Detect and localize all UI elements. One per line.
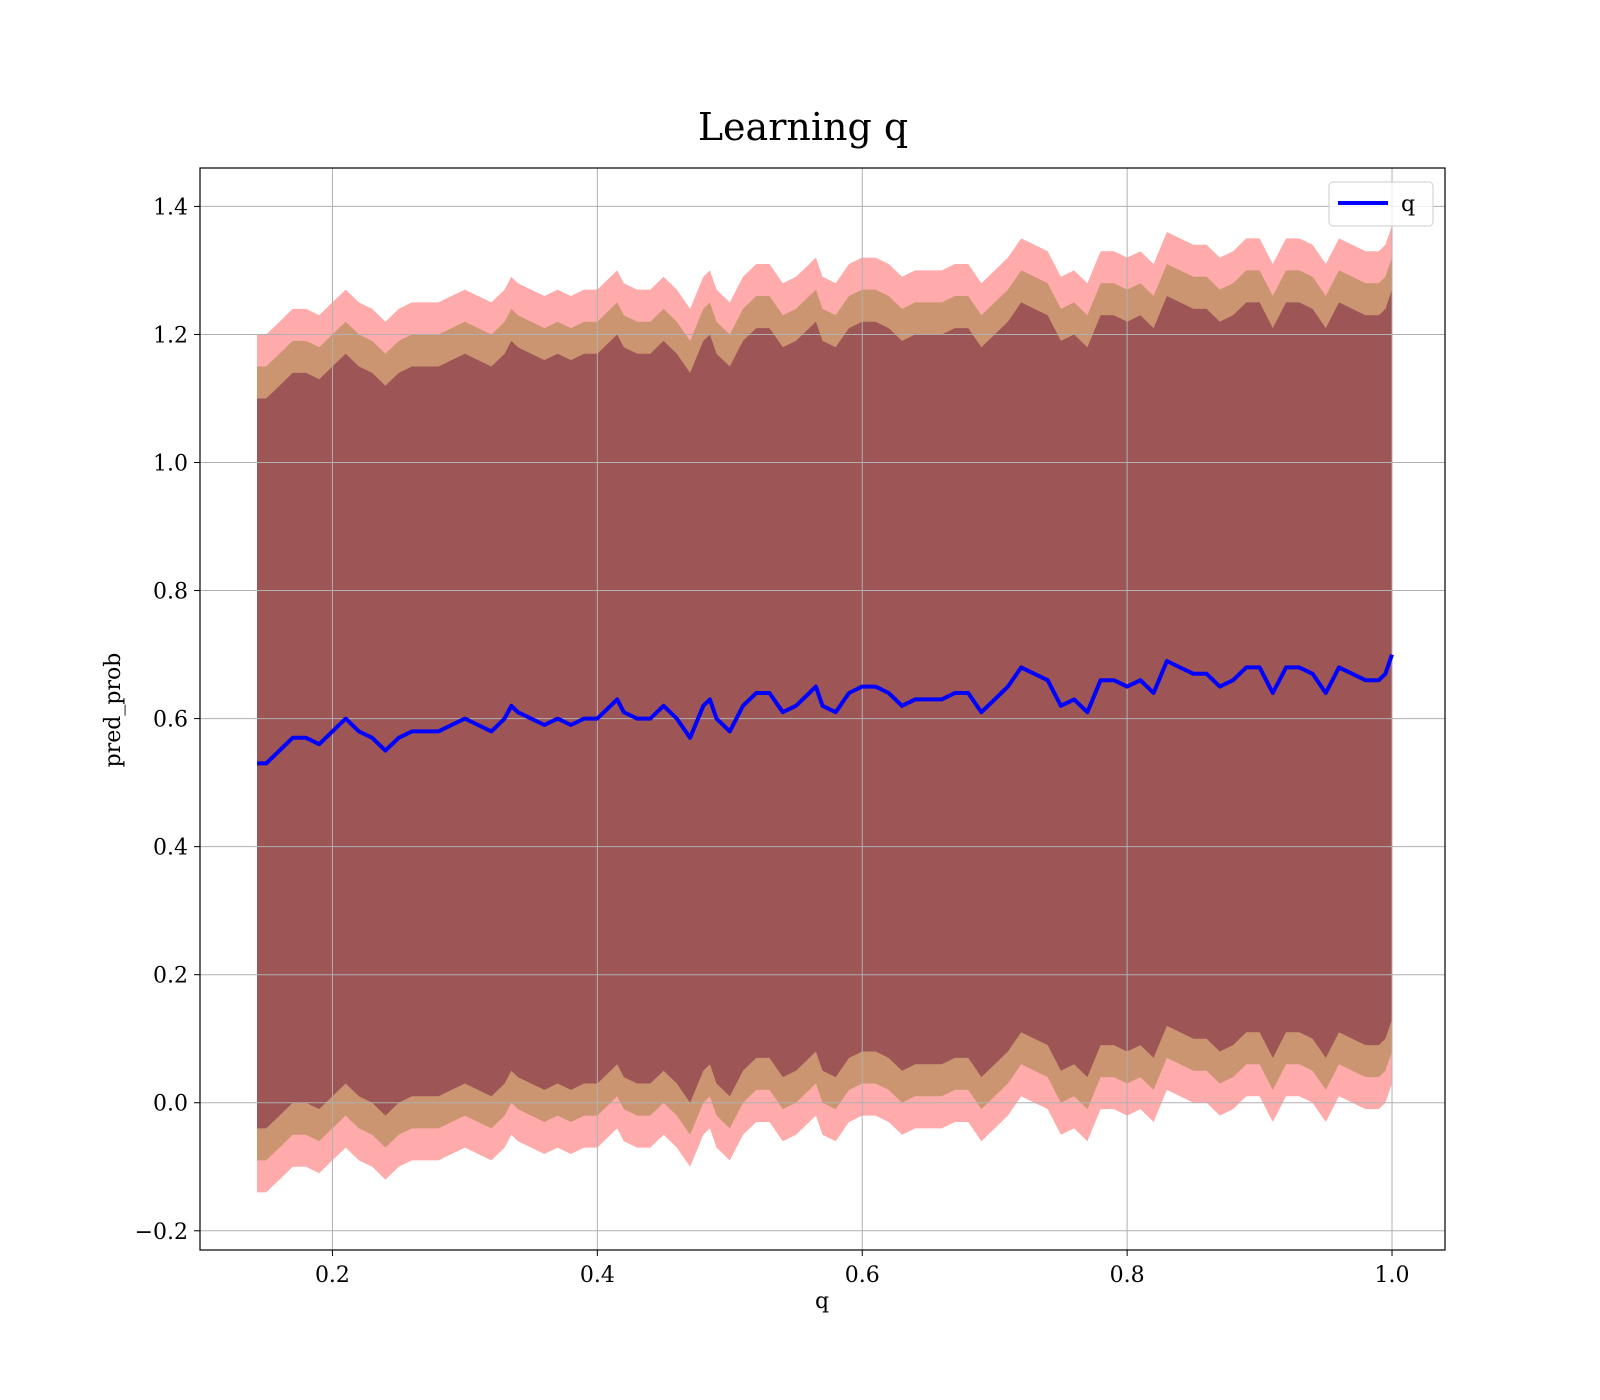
x-axis-ticks: 0.2 0.4 0.6 0.8 1.0	[315, 1250, 1410, 1288]
x-tick-label: 0.6	[845, 1263, 880, 1288]
legend: q	[1328, 181, 1434, 227]
series-line-layer	[257, 653, 1394, 766]
y-tick-label: 0.8	[153, 580, 188, 605]
confidence-bands	[257, 225, 1392, 1193]
series-line-q	[257, 653, 1394, 766]
x-tick-label: 0.2	[315, 1263, 350, 1288]
y-axis-ticks: −0.2 0.0 0.2 0.4 0.6 0.8 1.0 1.2 1.4	[135, 195, 200, 1245]
x-tick-label: 0.4	[580, 1263, 615, 1288]
plot-frame	[199, 167, 1446, 1251]
legend-label-q: q	[1401, 192, 1415, 217]
chart-title: Learning q	[698, 105, 908, 149]
y-tick-label: −0.2	[135, 1220, 188, 1245]
y-tick-label: 1.2	[153, 323, 188, 348]
y-tick-label: 0.2	[153, 964, 188, 989]
y-tick-label: 0.0	[153, 1092, 188, 1117]
core-band	[257, 289, 1392, 1129]
y-tick-label: 1.4	[153, 195, 188, 220]
y-tick-label: 0.6	[153, 708, 188, 733]
x-tick-label: 1.0	[1375, 1263, 1410, 1288]
y-tick-label: 0.4	[153, 836, 188, 861]
y-tick-label: 1.0	[153, 452, 188, 477]
x-tick-label: 0.8	[1110, 1263, 1145, 1288]
grid-lines	[200, 168, 1445, 1250]
y-axis-label: pred_prob	[101, 653, 126, 768]
x-axis-label: q	[815, 1289, 829, 1314]
